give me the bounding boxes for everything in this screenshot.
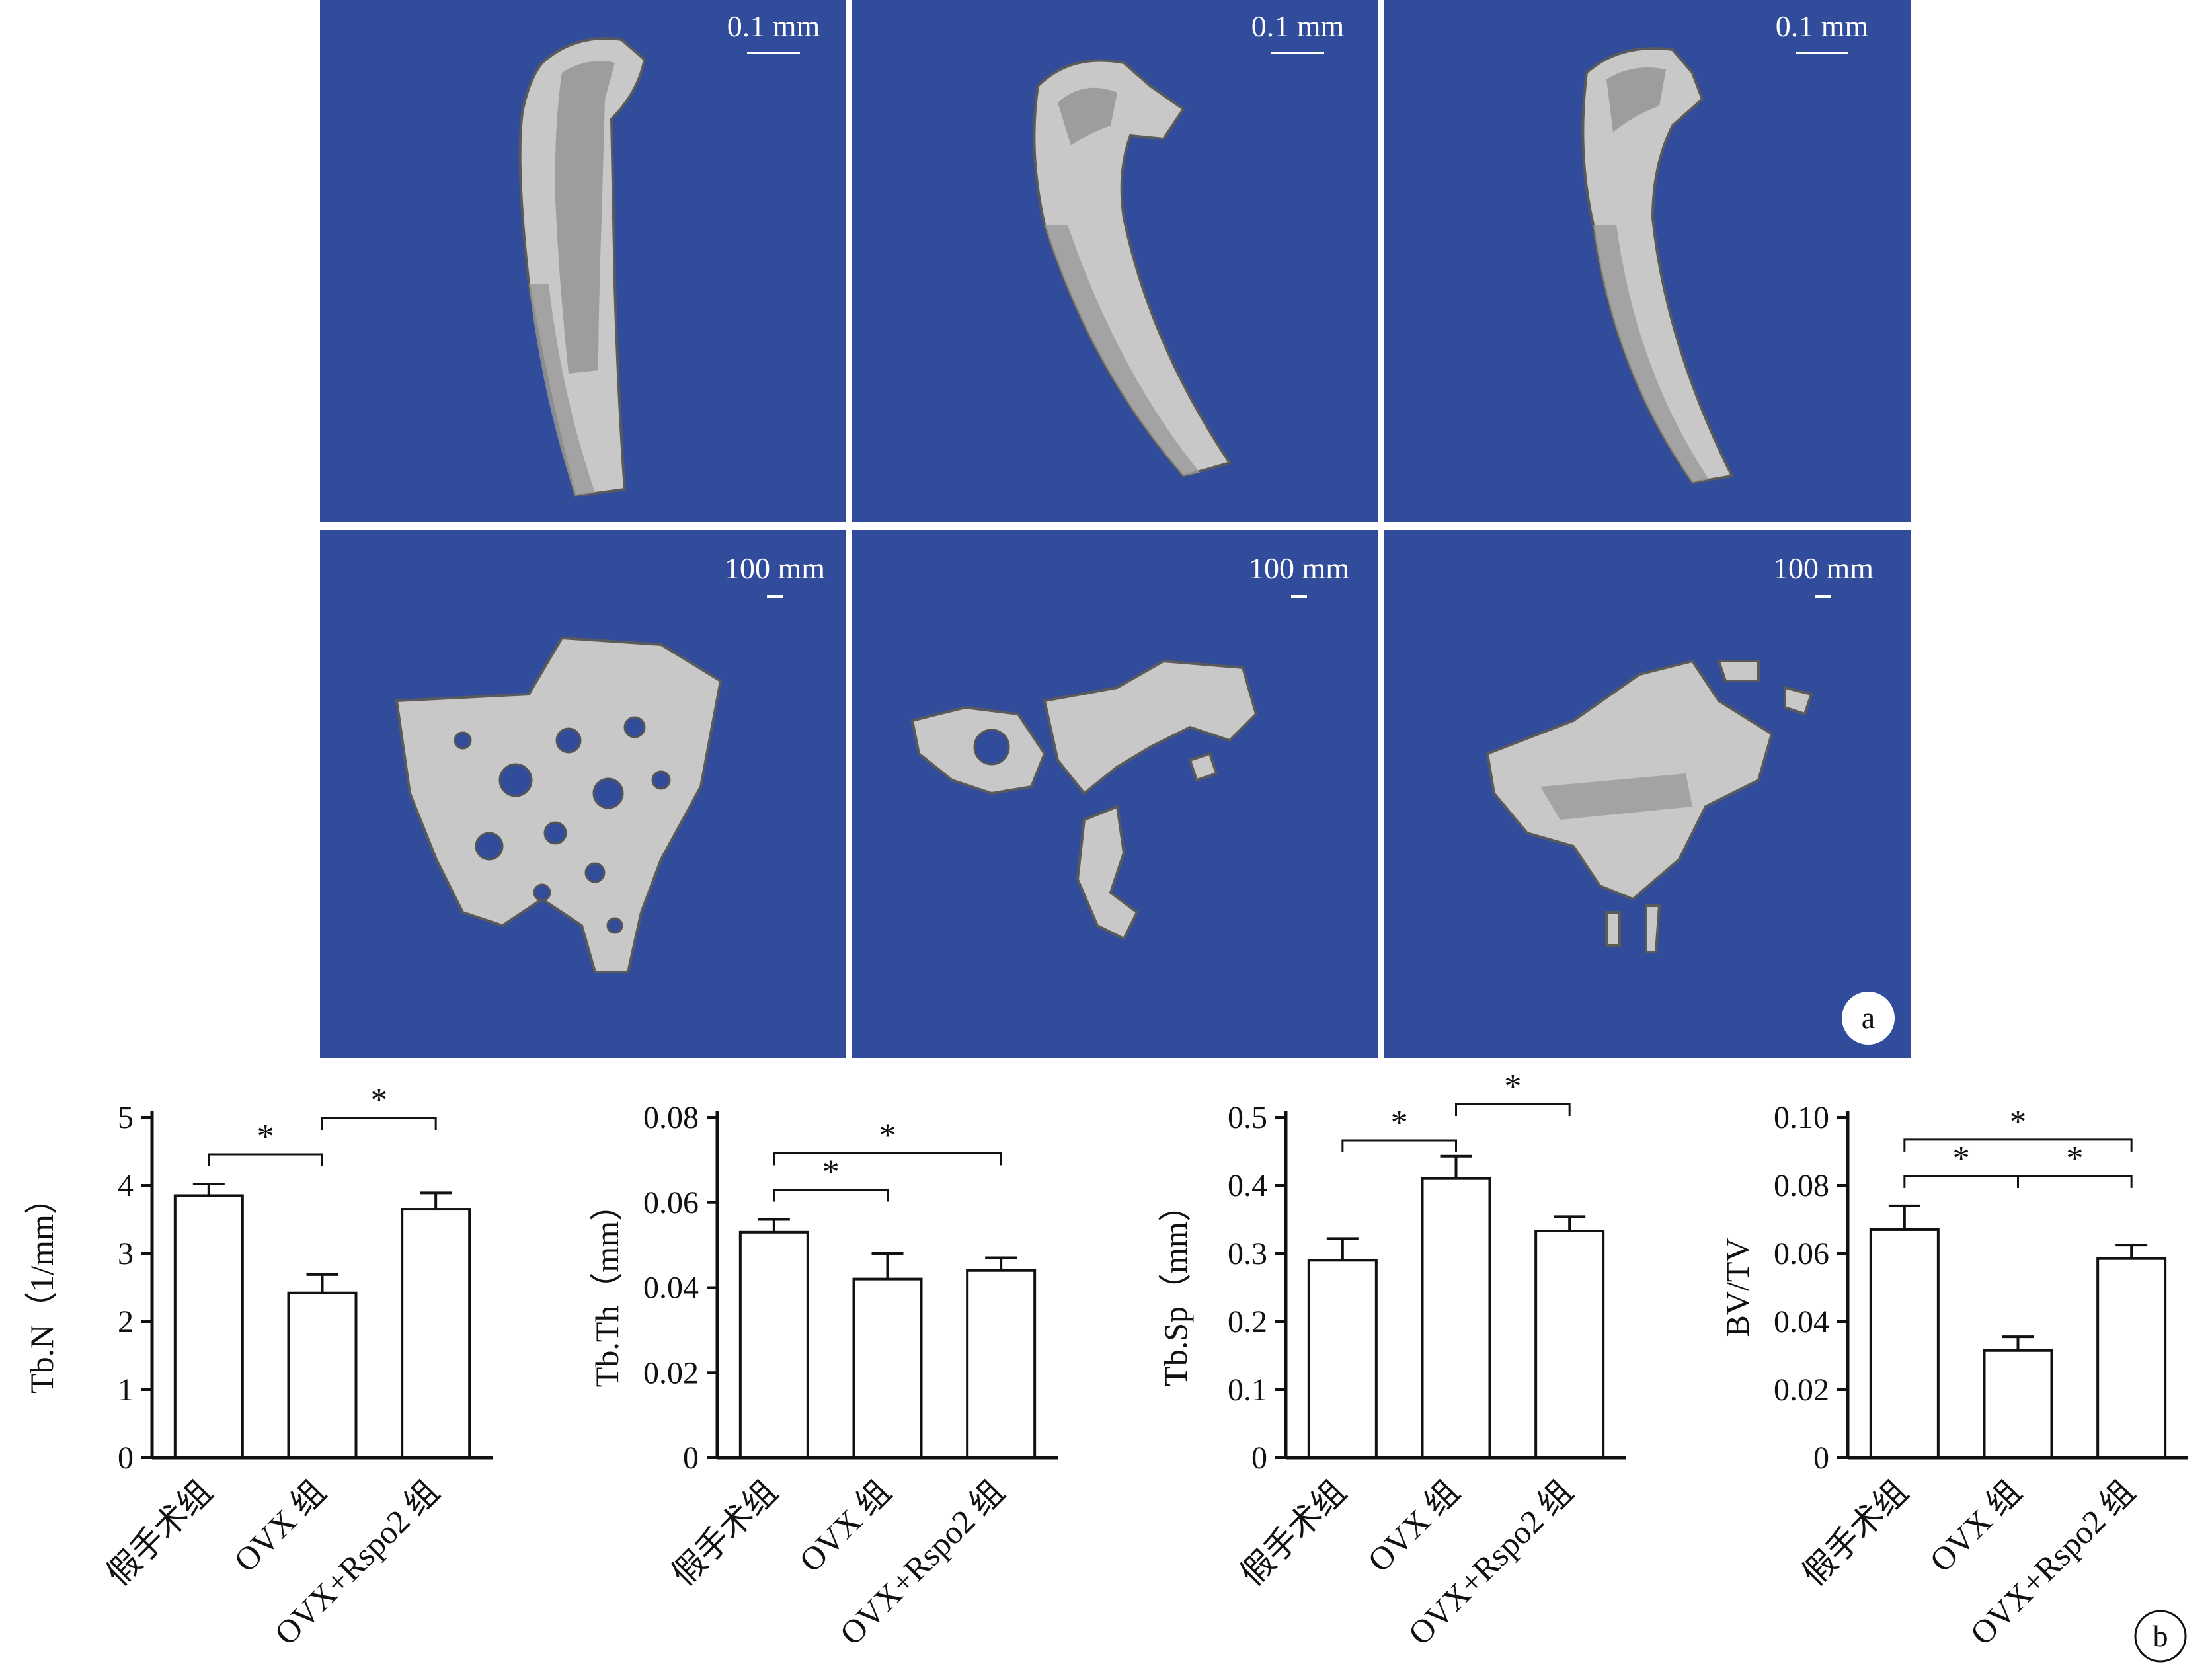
y-tick-label: 0.08 <box>1774 1168 1829 1203</box>
category-label: 假手术组 <box>1234 1473 1353 1593</box>
trabecular-render-sham <box>395 636 723 973</box>
scale-label: 0.1 mm <box>727 9 820 43</box>
category-label: OVX 组 <box>1361 1473 1466 1579</box>
bar <box>173 1194 244 1459</box>
trabecular-render-ovx <box>910 659 1258 941</box>
y-tick-label: 0.2 <box>1228 1304 1267 1339</box>
y-axis-title: Tb.Th（mm） <box>588 1188 625 1387</box>
panel-b-label: b <box>2134 1610 2187 1663</box>
y-axis-title: Tb.N（1/mm） <box>23 1181 60 1394</box>
y-tick-label: 4 <box>118 1168 134 1203</box>
y-tick-label: 2 <box>118 1304 134 1339</box>
y-tick-label: 0 <box>1251 1441 1267 1476</box>
significance-bracket <box>1903 1138 2133 1152</box>
y-tick-label: 0.04 <box>643 1271 699 1306</box>
scale-label: 100 mm <box>1773 551 1874 585</box>
scale-bar-row2-ovx-rspo2: 100 mm <box>1773 551 1874 598</box>
y-tick-label: 0.06 <box>1774 1236 1829 1271</box>
y-tick-label: 0.08 <box>643 1100 699 1135</box>
trabecular-render-ovx-rspo2 <box>1485 659 1813 953</box>
bar <box>401 1208 471 1460</box>
y-tick-label: 0 <box>1813 1441 1829 1476</box>
panel-a-images: 0.1 mm 0.1 mm 0.1 mm 100 mm 100 mm 100 m… <box>320 0 1911 1058</box>
y-tick-label: 0 <box>118 1441 134 1476</box>
y-tick-label: 0.04 <box>1774 1304 1829 1339</box>
category-label: OVX 组 <box>1922 1473 2028 1579</box>
y-tick-label: 1 <box>118 1372 134 1408</box>
significance-star: * <box>1953 1140 1970 1177</box>
significance-bracket <box>208 1153 323 1166</box>
bar <box>1534 1230 1605 1459</box>
bone-render-ovx <box>1033 59 1232 478</box>
bar <box>2096 1257 2167 1459</box>
significance-bracket <box>1341 1139 1457 1152</box>
bar <box>738 1230 809 1459</box>
significance-bracket <box>1903 1175 2019 1188</box>
y-axis-title: BV/TV <box>1719 1238 1756 1337</box>
significance-star: * <box>1504 1068 1521 1105</box>
scale-label: 0.1 mm <box>1776 9 1869 43</box>
category-label: OVX 组 <box>792 1473 898 1579</box>
panel-a-letter: a <box>1862 1001 1875 1035</box>
bar-chart-3: 00.10.20.30.40.5Tb.Sp（mm）假手术组 OVX 组OVX+Rs… <box>1157 1068 1626 1652</box>
scale-label: 100 mm <box>1249 551 1349 585</box>
significance-bracket <box>321 1117 437 1130</box>
category-label: 假手术组 <box>665 1473 785 1593</box>
significance-star: * <box>370 1082 387 1119</box>
bone-render-ovx-rspo2 <box>1581 47 1734 485</box>
y-axis-title: Tb.Sp（mm） <box>1157 1189 1194 1386</box>
significance-bracket <box>1455 1103 1571 1116</box>
y-tick-label: 0.06 <box>643 1185 699 1220</box>
y-tick-label: 5 <box>118 1100 134 1135</box>
significance-star: * <box>2010 1103 2027 1141</box>
scale-label: 100 mm <box>725 551 825 585</box>
significance-bracket <box>773 1189 889 1202</box>
bar <box>287 1291 358 1459</box>
significance-bracket <box>773 1152 1002 1166</box>
y-tick-label: 0.02 <box>1774 1372 1829 1408</box>
scale-bar-row2-ovx: 100 mm <box>1249 551 1349 598</box>
scale-bar-row1-ovx-rspo2: 0.1 mm <box>1776 9 1869 54</box>
bar <box>966 1269 1037 1459</box>
significance-star: * <box>879 1117 896 1155</box>
bar <box>1869 1228 1940 1459</box>
bar <box>852 1277 923 1459</box>
scale-bar-row1-sham: 0.1 mm <box>727 9 820 54</box>
y-tick-label: 0.5 <box>1228 1100 1267 1135</box>
significance-star: * <box>2066 1140 2083 1177</box>
bar <box>1421 1177 1491 1459</box>
significance-star: * <box>822 1154 840 1191</box>
significance-bracket <box>2017 1175 2133 1188</box>
scale-bar-row1-ovx: 0.1 mm <box>1251 9 1345 54</box>
y-tick-label: 0.1 <box>1228 1372 1267 1408</box>
category-label: 假手术组 <box>1796 1473 1915 1593</box>
scale-label: 0.1 mm <box>1251 9 1345 43</box>
bone-render-sham <box>518 37 647 498</box>
category-label: OVX 组 <box>227 1473 333 1579</box>
y-tick-label: 0 <box>683 1441 699 1476</box>
significance-star: * <box>257 1118 274 1156</box>
y-tick-label: 0.3 <box>1228 1236 1267 1271</box>
bar <box>1307 1259 1378 1460</box>
category-label: 假手术组 <box>100 1473 219 1593</box>
scale-bar-row2-sham: 100 mm <box>725 551 825 598</box>
panel-a-label: a <box>1842 992 1895 1045</box>
image-tile-row2-ovx <box>852 530 1378 1058</box>
y-tick-label: 0.02 <box>643 1355 699 1390</box>
panel-b-letter: b <box>2153 1619 2168 1653</box>
y-tick-label: 0.10 <box>1774 1100 1829 1135</box>
y-tick-label: 3 <box>118 1236 134 1271</box>
significance-star: * <box>1391 1104 1408 1142</box>
y-tick-label: 0.4 <box>1228 1168 1267 1203</box>
bar <box>1983 1349 2053 1460</box>
